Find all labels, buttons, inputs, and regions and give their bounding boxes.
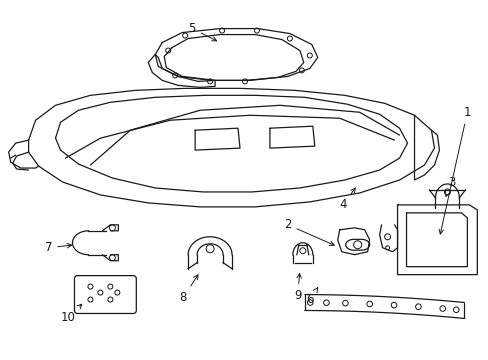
Text: 2: 2 (284, 218, 333, 246)
Text: 5: 5 (188, 22, 216, 41)
Text: 4: 4 (338, 188, 355, 211)
Text: 1: 1 (438, 106, 470, 234)
Text: 3: 3 (445, 176, 454, 196)
Text: 9: 9 (293, 274, 301, 302)
Text: 8: 8 (179, 275, 198, 304)
Text: 7: 7 (45, 241, 72, 254)
Text: 6: 6 (305, 288, 317, 306)
Text: 10: 10 (61, 304, 81, 324)
